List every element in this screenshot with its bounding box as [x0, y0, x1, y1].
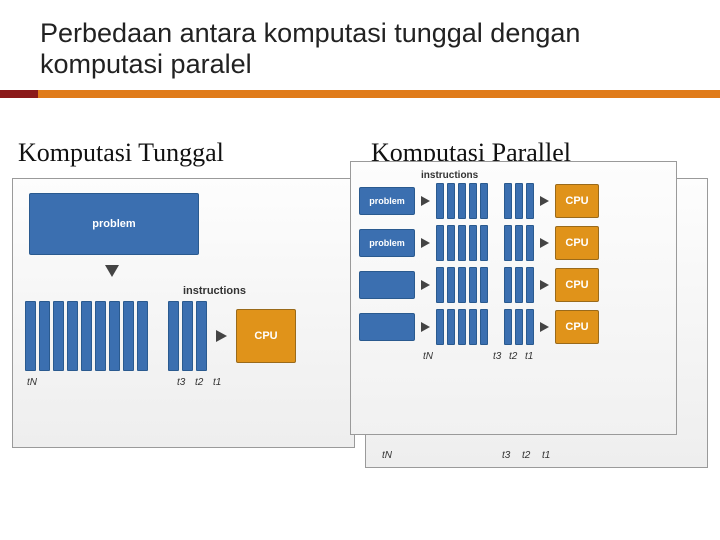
axis-tick: t1: [542, 450, 562, 461]
instruction-bar: [168, 301, 179, 371]
instruction-bar: [526, 225, 534, 261]
axis-tick: t2: [522, 450, 542, 461]
problem-block-small: problem: [359, 229, 415, 257]
parallel-panel: Komputasi Parallel instructions CPUCPUCP…: [365, 138, 708, 468]
axis-tick: tN: [382, 450, 502, 461]
instructions-label: instructions: [183, 285, 342, 297]
instruction-bar: [469, 183, 477, 219]
parallel-inner-diagram: instructions problemCPUproblemCPUCPUCPU …: [350, 161, 677, 435]
axis-tick: t2: [195, 377, 213, 388]
instruction-bar: [504, 183, 512, 219]
axis-tick: t3: [502, 450, 522, 461]
single-bar-row: CPU: [25, 301, 342, 371]
instruction-bar: [123, 301, 134, 371]
instruction-bar: [458, 267, 466, 303]
instruction-bar: [469, 267, 477, 303]
instruction-bar: [504, 225, 512, 261]
right-arrow-icon: [540, 280, 549, 290]
instruction-bar: [526, 183, 534, 219]
problem-block-small: [359, 271, 415, 299]
parallel-outer-diagram: instructions CPUCPUCPUCPU tNt3t2t1 instr…: [365, 178, 708, 468]
inner-axis: tNt3t2t1: [421, 351, 668, 362]
right-arrow-icon: [421, 238, 430, 248]
instruction-bar: [196, 301, 207, 371]
accent-right: [38, 90, 720, 98]
instruction-bar: [515, 267, 523, 303]
inner-instructions-label: instructions: [421, 170, 478, 181]
parallel-inner-row: CPU: [359, 267, 668, 303]
instruction-bar: [447, 309, 455, 345]
right-arrow-icon: [540, 196, 549, 206]
instruction-bar: [182, 301, 193, 371]
axis-tick: t2: [509, 351, 525, 362]
cpu-box: CPU: [555, 226, 599, 260]
instruction-bar: [81, 301, 92, 371]
instruction-bar: [480, 183, 488, 219]
problem-block: problem: [29, 193, 199, 255]
panels: Komputasi Tunggal problem instructions C…: [0, 98, 720, 468]
instruction-bar: [39, 301, 50, 371]
slide-header: Perbedaan antara komputasi tunggal denga…: [0, 0, 720, 86]
instruction-bar: [458, 309, 466, 345]
problem-block-small: problem: [359, 187, 415, 215]
down-arrow-icon: [105, 265, 119, 277]
axis-tick: t3: [493, 351, 509, 362]
single-axis: tNt3t2t1: [25, 377, 342, 388]
right-arrow-icon: [421, 196, 430, 206]
instruction-bar: [458, 225, 466, 261]
cpu-box: CPU: [236, 309, 296, 363]
right-arrow-icon: [216, 330, 227, 342]
axis-tick: t1: [525, 351, 541, 362]
instruction-bar: [25, 301, 36, 371]
instruction-bar: [447, 267, 455, 303]
cpu-box: CPU: [555, 268, 599, 302]
instruction-bar: [504, 309, 512, 345]
single-diagram: problem instructions CPU tNt3t2t1: [12, 178, 355, 448]
slide-title: Perbedaan antara komputasi tunggal denga…: [40, 18, 680, 80]
parallel-inner-row: problem CPU: [359, 225, 668, 261]
instruction-bar: [515, 225, 523, 261]
instruction-bar: [436, 267, 444, 303]
instruction-bar: [436, 309, 444, 345]
right-arrow-icon: [421, 322, 430, 332]
instruction-bar: [504, 267, 512, 303]
instruction-bar: [480, 309, 488, 345]
axis-tick: t1: [213, 377, 231, 388]
accent-bar: [0, 90, 720, 98]
right-arrow-icon: [540, 322, 549, 332]
outer-axis: tNt3t2t1: [380, 450, 562, 461]
accent-left: [0, 90, 38, 98]
instruction-bar: [526, 309, 534, 345]
right-arrow-icon: [421, 280, 430, 290]
instruction-bar: [67, 301, 78, 371]
axis-tick: tN: [27, 377, 177, 388]
instruction-bar: [526, 267, 534, 303]
instruction-bar: [447, 183, 455, 219]
instruction-bar: [480, 225, 488, 261]
instruction-bar: [469, 225, 477, 261]
cpu-box: CPU: [555, 310, 599, 344]
axis-tick: tN: [423, 351, 493, 362]
single-panel: Komputasi Tunggal problem instructions C…: [12, 138, 355, 448]
axis-tick: t3: [177, 377, 195, 388]
instruction-bar: [458, 183, 466, 219]
instruction-bar: [469, 309, 477, 345]
single-heading: Komputasi Tunggal: [12, 138, 355, 168]
instruction-bar: [137, 301, 148, 371]
parallel-inner-row: problem CPU: [359, 183, 668, 219]
instruction-bar: [436, 183, 444, 219]
instruction-bar: [53, 301, 64, 371]
instruction-bar: [480, 267, 488, 303]
parallel-inner-rows: problem CPU problem CPU CPU CPU: [359, 183, 668, 345]
cpu-box: CPU: [555, 184, 599, 218]
right-arrow-icon: [540, 238, 549, 248]
instruction-bar: [109, 301, 120, 371]
instruction-bar: [515, 309, 523, 345]
parallel-inner-row: CPU: [359, 309, 668, 345]
instruction-bar: [436, 225, 444, 261]
instruction-bar: [95, 301, 106, 371]
instruction-bar: [447, 225, 455, 261]
problem-block-small: [359, 313, 415, 341]
instruction-bar: [515, 183, 523, 219]
